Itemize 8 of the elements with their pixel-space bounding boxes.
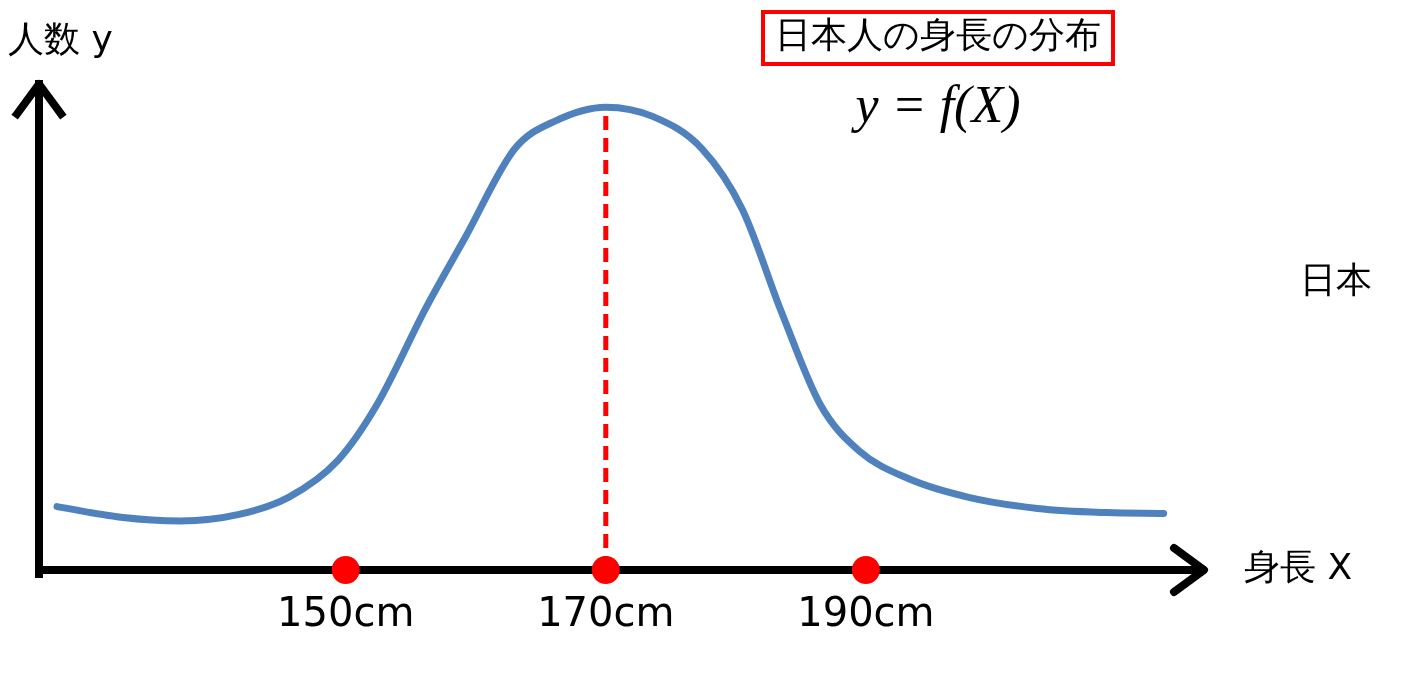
x-axis-title: 身長 X: [1244, 546, 1353, 588]
x-tick-label: 190cm: [797, 589, 935, 636]
annotation: y = f(X): [850, 75, 1021, 134]
chart-title: 日本人の身長の分布: [775, 14, 1101, 56]
x-tick-label: 170cm: [537, 589, 675, 636]
y-axis-title: 人数 y: [8, 18, 113, 60]
text: 日本: [1300, 259, 1372, 301]
x-tick-label: 150cm: [277, 589, 415, 636]
